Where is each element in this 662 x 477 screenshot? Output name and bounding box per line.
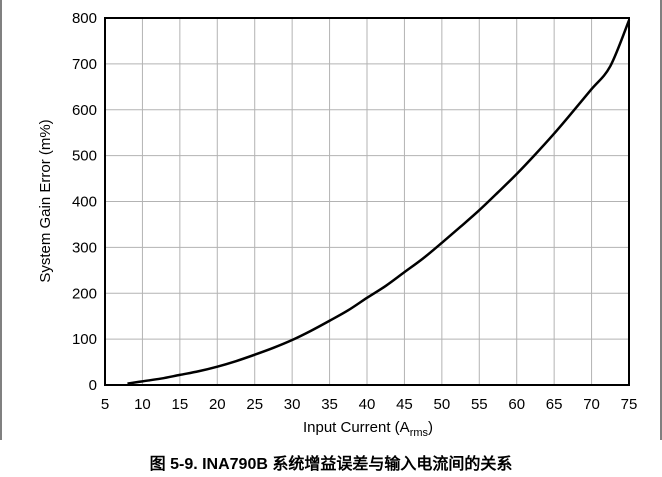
plot-frame xyxy=(104,17,630,386)
x-tick-labels: 5 10 15 20 25 30 35 40 45 50 55 60 65 70 75 xyxy=(101,396,638,413)
x-tick-label: 75 xyxy=(621,396,638,413)
x-tick-label: 20 xyxy=(209,396,226,413)
x-tick-label: 45 xyxy=(396,396,413,413)
y-tick-label: 500 xyxy=(72,148,97,165)
x-tick-label: 35 xyxy=(321,396,338,413)
y-tick-label: 300 xyxy=(72,239,97,256)
grid xyxy=(104,17,630,386)
y-tick-label: 800 xyxy=(72,10,97,27)
figure-caption: 图 5-9. INA790B 系统增益误差与输入电流间的关系 xyxy=(150,454,513,473)
x-tick-label: 60 xyxy=(508,396,525,413)
x-axis-label-main: Input Current (A xyxy=(303,419,410,436)
y-tick-labels: 0 100 200 300 400 500 600 700 800 xyxy=(72,10,97,394)
x-tick-label: 55 xyxy=(471,396,488,413)
y-tick-label: 600 xyxy=(72,102,97,119)
y-tick-label: 0 xyxy=(89,377,97,394)
x-tick-label: 65 xyxy=(546,396,563,413)
y-tick-label: 200 xyxy=(72,285,97,302)
x-tick-label: 15 xyxy=(172,396,189,413)
x-tick-label: 30 xyxy=(284,396,301,413)
x-tick-label: 40 xyxy=(359,396,376,413)
series-layer xyxy=(127,19,631,385)
x-tick-label: 10 xyxy=(134,396,151,413)
y-tick-label: 700 xyxy=(72,56,97,73)
plot-area-frame xyxy=(104,17,630,386)
x-tick-label: 70 xyxy=(583,396,600,413)
x-tick-label: 5 xyxy=(101,396,109,413)
x-tick-label: 50 xyxy=(434,396,451,413)
series-line xyxy=(127,19,631,385)
x-axis-label: Input Current (Arms) xyxy=(303,419,433,439)
y-axis-label: System Gain Error (m%) xyxy=(37,119,54,282)
y-tick-label: 400 xyxy=(72,194,97,211)
x-axis-label-subscript: rms xyxy=(410,427,429,439)
x-axis-label-close: ) xyxy=(428,419,433,436)
y-tick-label: 100 xyxy=(72,331,97,348)
x-tick-label: 25 xyxy=(246,396,263,413)
